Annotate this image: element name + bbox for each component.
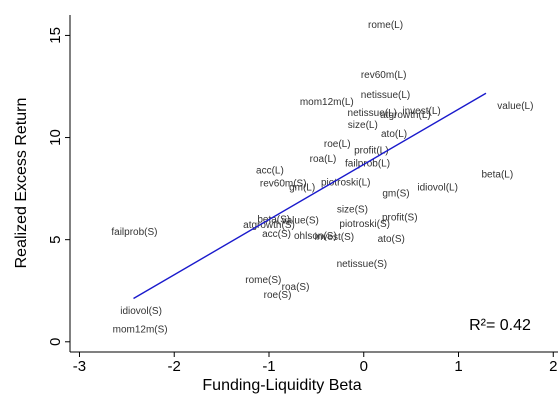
point-label: atgrowth(L) [380, 110, 431, 121]
point-label: idiovol(L) [417, 182, 458, 193]
r-squared: R²= 0.42 [469, 317, 531, 334]
point-label: invest(S) [315, 232, 354, 243]
point-label: beta(L) [482, 169, 514, 180]
point-label: size(S) [337, 205, 368, 216]
point-label: failprob(L) [345, 158, 390, 169]
point-label: rev60m(S) [260, 179, 307, 190]
y-tick-label: 5 [47, 235, 64, 243]
point-label: gm(L) [289, 182, 315, 193]
point-label: acc(S) [262, 229, 291, 240]
y-tick-label: 15 [47, 27, 64, 44]
point-label: roa(L) [310, 154, 337, 165]
point-label: size(L) [348, 120, 378, 131]
y-tick-label: 10 [47, 129, 64, 146]
point-label: rev60m(L) [361, 70, 407, 81]
point-label: netissue(L) [361, 90, 410, 101]
point-label: value(S) [282, 216, 319, 227]
fit-line [133, 92, 487, 300]
point-label: value(L) [497, 101, 533, 112]
point-label: ato(S) [378, 234, 405, 245]
point-label: piotroski(L) [321, 178, 370, 189]
point-label: roe(L) [324, 139, 351, 150]
point-label: ohlson(S) [294, 231, 337, 242]
point-label: mom12m(L) [300, 97, 354, 108]
y-tick-label: 0 [47, 338, 64, 346]
point-label: atgrowth(S) [243, 220, 295, 231]
x-tick-label: 0 [360, 358, 368, 375]
point-label: acc(L) [256, 165, 284, 176]
point-label: piotroski(S) [339, 219, 390, 230]
point-label: ato(L) [381, 129, 407, 140]
point-label: rome(L) [368, 20, 403, 31]
point-label: netissue(L) [348, 108, 397, 119]
point-label: roe(S) [264, 290, 292, 301]
point-label: profit(L) [354, 145, 388, 156]
point-label: beta(S) [257, 215, 290, 226]
point-label: idiovol(S) [120, 306, 162, 317]
point-label: profit(S) [382, 213, 418, 224]
point-label: gm(S) [382, 189, 409, 200]
point-label: failprob(S) [111, 227, 157, 238]
x-tick-label: 1 [454, 358, 462, 375]
y-axis-label: Realized Excess Return [13, 98, 30, 269]
x-tick-label: -1 [262, 358, 275, 375]
point-label: netissue(S) [337, 259, 388, 270]
x-tick-label: -3 [73, 358, 86, 375]
point-label: mom12m(S) [113, 324, 168, 335]
x-tick-label: -2 [168, 358, 181, 375]
point-label: roa(S) [282, 282, 310, 293]
point-label: invest(L) [402, 106, 440, 117]
point-label: rome(S) [245, 275, 281, 286]
x-axis-label: Funding-Liquidity Beta [202, 377, 361, 394]
x-tick-label: 2 [549, 358, 557, 375]
